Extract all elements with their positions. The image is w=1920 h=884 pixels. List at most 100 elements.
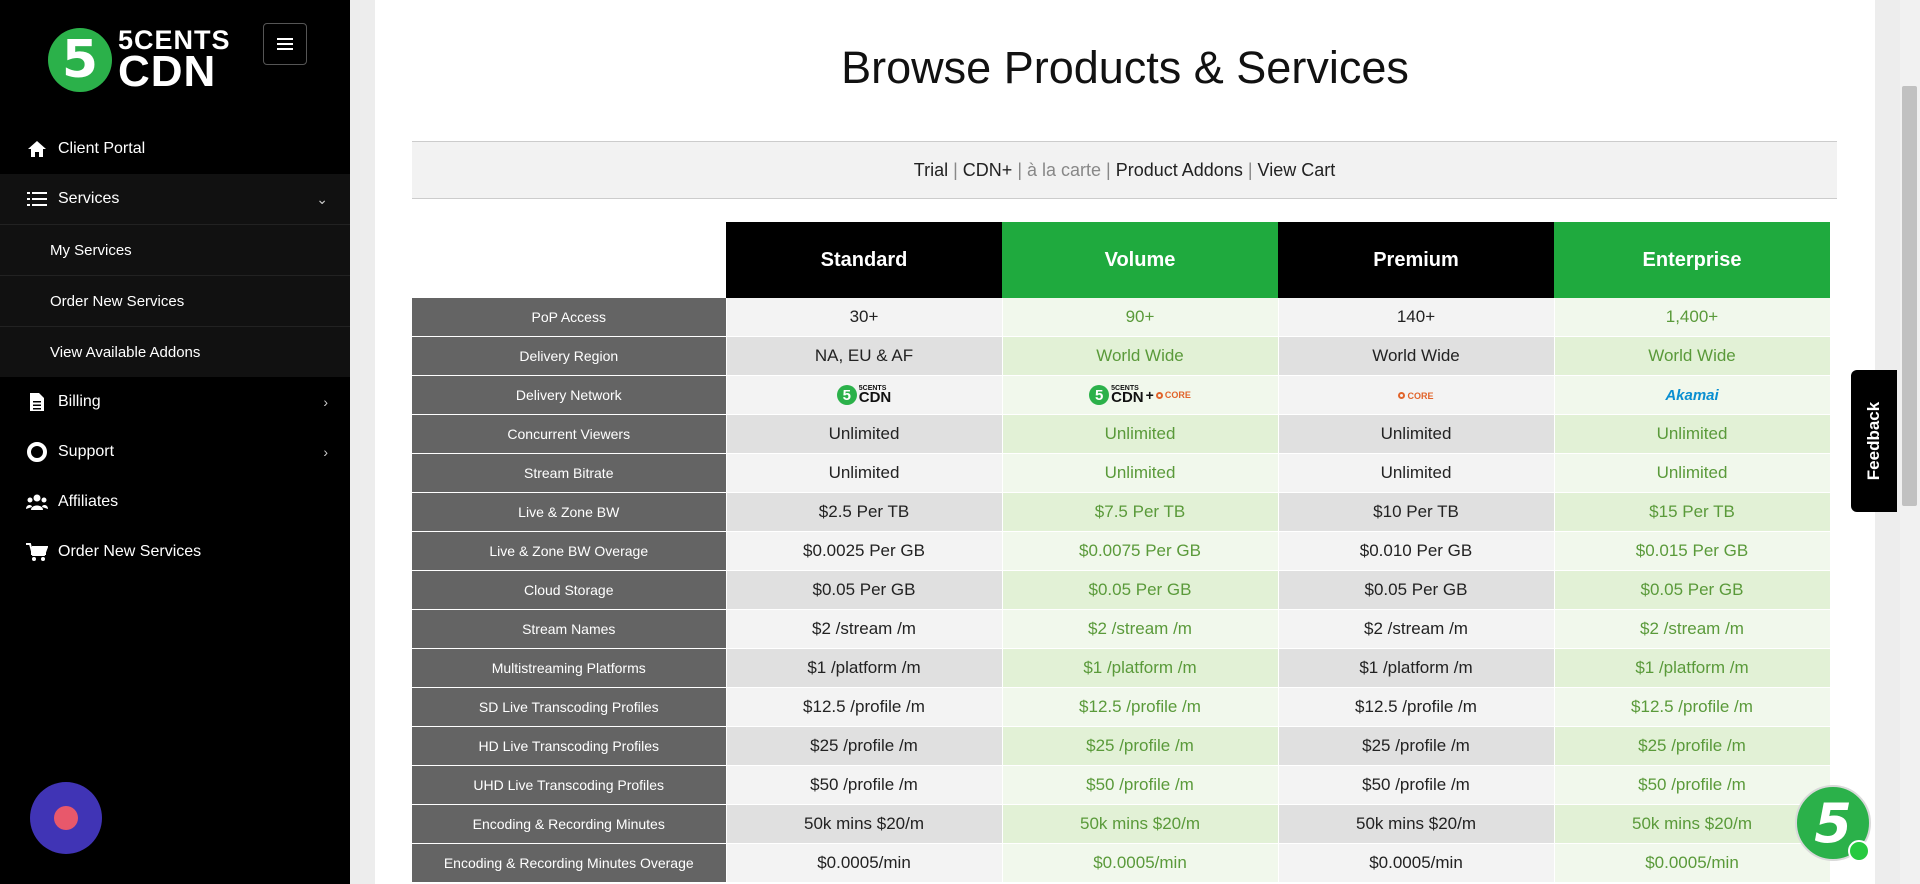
feature-label: PoP Access xyxy=(412,298,727,337)
sidebar-item-services[interactable]: Services ⌄ xyxy=(0,174,350,224)
feature-value-volume: 50k mins $20/m xyxy=(1002,804,1279,844)
feature-value-standard: $1 /platform /m xyxy=(726,648,1003,688)
feature-value-volume: $50 /profile /m xyxy=(1002,765,1279,805)
nav-separator: | xyxy=(1017,159,1022,180)
list-icon xyxy=(26,188,48,210)
chevron-right-icon: › xyxy=(323,394,328,410)
feature-value-standard: $25 /profile /m xyxy=(726,726,1003,766)
feature-label: Live & Zone BW Overage xyxy=(412,531,727,571)
feature-value-volume: $0.0075 Per GB xyxy=(1002,531,1279,571)
nav-link-trial[interactable]: Trial xyxy=(913,159,949,180)
nav-link-product-addons[interactable]: Product Addons xyxy=(1115,159,1243,180)
page-title: Browse Products & Services xyxy=(841,42,1409,93)
sidebar-item-label: Billing xyxy=(58,393,101,410)
core-logo: CORE xyxy=(1155,390,1191,401)
feature-label: UHD Live Transcoding Profiles xyxy=(412,765,727,805)
feature-value-premium: Unlimited xyxy=(1278,453,1555,493)
core-dot-icon xyxy=(1155,391,1163,399)
sidebar: 5 5CENTS CDN Client Portal Services ⌄ My… xyxy=(0,0,350,884)
scrollbar-thumb[interactable] xyxy=(1902,86,1917,506)
feature-label: Concurrent Viewers xyxy=(412,414,727,454)
mini-logo-line1: 5CENTS xyxy=(858,384,887,392)
feature-value-premium: $50 /profile /m xyxy=(1278,765,1555,805)
sidebar-item-client-portal[interactable]: Client Portal xyxy=(0,124,350,174)
lifebuoy-icon xyxy=(26,441,48,463)
logo-text: 5CENTS CDN xyxy=(118,26,231,93)
feature-value-enterprise: 50k mins $20/m xyxy=(1554,804,1831,844)
support-avatar-button[interactable]: 5 xyxy=(1795,785,1871,861)
sidebar-subitem-view-available-addons[interactable]: View Available Addons xyxy=(0,326,350,377)
feature-label: SD Live Transcoding Profiles xyxy=(412,687,727,727)
feature-label: Delivery Network xyxy=(412,375,727,415)
akamai-text: Akamai xyxy=(1665,387,1719,405)
table-row: Delivery Region NA, EU & AF World Wide Worl… xyxy=(412,336,1831,376)
chevron-down-icon: ⌄ xyxy=(316,191,328,207)
5cents-cdn-logo: 5 5CENTS CDN xyxy=(836,384,892,406)
main-content: Browse Products & Services Trial | CDN+ … xyxy=(375,0,1875,884)
brand-logo[interactable]: 5 5CENTS CDN xyxy=(48,26,231,94)
feature-value-standard: 50k mins $20/m xyxy=(726,804,1003,844)
feature-value-premium: 50k mins $20/m xyxy=(1278,804,1555,844)
nav-link-view-cart[interactable]: View Cart xyxy=(1257,159,1336,180)
sidebar-item-billing[interactable]: Billing › xyxy=(0,377,350,427)
sidebar-item-support[interactable]: Support › xyxy=(0,427,350,477)
plan-header-volume: Volume xyxy=(1002,222,1278,298)
feature-value-volume: World Wide xyxy=(1002,336,1279,376)
feature-label: Multistreaming Platforms xyxy=(412,648,727,688)
feature-label: Stream Bitrate xyxy=(412,453,727,493)
feature-value-enterprise: $0.015 Per GB xyxy=(1554,531,1831,571)
chat-launcher-button[interactable] xyxy=(30,782,102,854)
feature-value-premium: $12.5 /profile /m xyxy=(1278,687,1555,727)
feature-value-standard: $0.05 Per GB xyxy=(726,570,1003,610)
feature-value-volume: $0.05 Per GB xyxy=(1002,570,1279,610)
header-blank-cell xyxy=(412,222,726,298)
feature-value-volume: 90+ xyxy=(1002,298,1279,337)
sidebar-nav: Client Portal Services ⌄ My Services Ord… xyxy=(0,124,350,577)
chevron-right-icon: › xyxy=(323,444,328,460)
sidebar-item-order-new-services[interactable]: Order New Services xyxy=(0,527,350,577)
feature-value-enterprise: $0.05 Per GB xyxy=(1554,570,1831,610)
sidebar-item-affiliates[interactable]: Affiliates xyxy=(0,477,350,527)
feedback-button[interactable]: Feedback xyxy=(1851,370,1897,512)
feature-value-standard: NA, EU & AF xyxy=(726,336,1003,376)
core-dot-icon xyxy=(1398,392,1406,400)
feature-value-enterprise: World Wide xyxy=(1554,336,1831,376)
table-row: SD Live Transcoding Profiles $12.5 /profi… xyxy=(412,687,1831,727)
plan-header-premium: Premium xyxy=(1278,222,1554,298)
feature-value-volume: $1 /platform /m xyxy=(1002,648,1279,688)
feature-value-premium: World Wide xyxy=(1278,336,1555,376)
menu-toggle-button[interactable] xyxy=(263,23,307,65)
network-logo-standard: 5 5CENTS CDN xyxy=(726,375,1003,415)
feature-label: Encoding & Recording Minutes Overage xyxy=(412,843,727,883)
network-logo-premium: CORE xyxy=(1278,375,1555,415)
mini-logo-line2: CDN xyxy=(858,388,892,406)
feature-label: Stream Names xyxy=(412,609,727,649)
sidebar-subitem-my-services[interactable]: My Services xyxy=(0,224,350,275)
feature-value-standard: $50 /profile /m xyxy=(726,765,1003,805)
feature-value-enterprise: 1,400+ xyxy=(1554,298,1831,337)
nav-link-a-la-carte[interactable]: à la carte xyxy=(1027,159,1102,180)
nav-separator: | xyxy=(953,159,958,180)
hamburger-icon xyxy=(277,43,293,45)
core-text: CORE xyxy=(1164,390,1191,401)
file-icon xyxy=(26,391,48,413)
feature-value-enterprise: Unlimited xyxy=(1554,414,1831,454)
table-row: Encoding & Recording Minutes Overage $0.0… xyxy=(412,843,1831,883)
feature-value-volume: $0.0005/min xyxy=(1002,843,1279,883)
five-icon: 5 xyxy=(836,385,857,406)
feature-value-enterprise: $25 /profile /m xyxy=(1554,726,1831,766)
feature-value-volume: $25 /profile /m xyxy=(1002,726,1279,766)
chat-icon xyxy=(54,806,78,830)
sidebar-item-label: Order New Services xyxy=(58,543,202,560)
services-submenu: My Services Order New Services View Avai… xyxy=(0,224,350,377)
5cents-cdn-logo: 5 5CENTS CDN xyxy=(1089,385,1144,406)
core-text: CORE xyxy=(1407,390,1434,401)
table-row: Stream Names $2 /stream /m $2 /stream /m $2… xyxy=(412,609,1831,649)
feature-value-standard: Unlimited xyxy=(726,453,1003,493)
sidebar-item-label: Client Portal xyxy=(58,140,146,157)
sidebar-item-label: Support xyxy=(58,443,115,460)
sidebar-subitem-order-new-services[interactable]: Order New Services xyxy=(0,275,350,326)
plan-header-standard: Standard xyxy=(726,222,1002,298)
nav-link-cdn-plus[interactable]: CDN+ xyxy=(962,159,1013,180)
feature-value-enterprise: Unlimited xyxy=(1554,453,1831,493)
